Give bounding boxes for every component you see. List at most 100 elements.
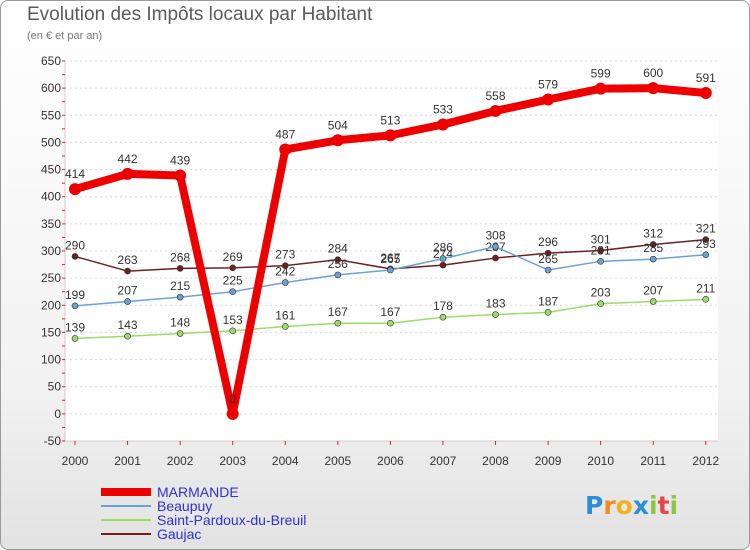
y-tick-label: 450 [41,163,61,177]
x-tick-label: 2010 [587,454,614,468]
logo-letter: i [669,491,679,520]
legend-label: MARMANDE [157,484,239,500]
data-point [124,332,131,340]
data-point [489,104,502,117]
data-label: 207 [118,283,138,297]
logo-letter: i [649,491,658,520]
data-label: 215 [170,279,190,293]
chart-subtitle: (en € et par an) [27,30,103,42]
data-label: 139 [65,320,85,334]
data-label: 579 [538,78,558,92]
data-label: 211 [696,281,715,295]
data-label: 153 [223,313,243,327]
data-label: 442 [118,152,138,166]
data-point [226,407,239,420]
data-label: 308 [486,229,506,243]
y-tick-label: 100 [41,353,61,367]
data-label: 273 [275,248,295,262]
data-point [176,293,184,301]
data-label: 591 [696,71,716,85]
legend-swatch [101,519,151,521]
data-point [439,313,447,321]
data-point [279,143,292,156]
data-point [124,298,131,305]
data-label: 558 [486,89,506,103]
data-point [647,82,660,95]
y-tick-label: 0 [54,407,61,421]
y-tick-label: 400 [41,190,61,204]
y-tick-label: -50 [44,434,62,448]
data-label: 265 [380,252,400,266]
data-point [281,279,289,286]
logo-letter: x [632,491,649,520]
data-point [597,300,604,307]
data-point [334,271,342,279]
x-tick-label: 2012 [692,454,719,468]
y-tick-label: 300 [41,244,61,258]
data-point [71,302,79,310]
data-point [702,296,710,303]
data-point [69,183,81,196]
y-tick-label: 550 [41,108,61,122]
legend-swatch [101,533,151,535]
data-point [649,298,657,305]
data-label: 513 [380,113,400,127]
data-label: 148 [170,316,190,330]
data-point [597,247,604,254]
data-label: 0 [229,392,236,406]
x-tick-label: 2002 [167,454,194,468]
x-tick-label: 2004 [272,454,299,468]
data-label: 284 [328,242,348,256]
x-tick-label: 2005 [324,454,351,468]
logo-letter: r [603,491,616,520]
y-tick-label: 350 [41,217,61,231]
data-label: 414 [65,167,85,181]
legend-label: Gaujac [157,526,202,542]
data-point [597,258,604,265]
data-label: 286 [433,241,453,255]
x-tick-label: 2008 [482,454,509,468]
data-label: 167 [328,305,348,319]
data-point [124,267,131,275]
data-label: 161 [275,308,295,322]
data-label: 487 [275,127,295,141]
x-tick-label: 2000 [62,454,89,468]
data-point [176,265,184,272]
y-tick-label: 50 [48,380,62,394]
data-point [229,327,236,335]
data-point [384,129,397,142]
data-point [387,266,394,274]
y-tick-label: 200 [41,298,61,312]
x-tick-label: 2011 [640,454,666,468]
data-label: 296 [538,235,558,249]
data-point [334,256,342,263]
data-point [594,82,607,95]
data-label: 290 [65,238,85,252]
data-point [702,251,710,259]
data-label: 256 [328,257,348,271]
legend-swatch [101,488,151,496]
data-point [229,288,236,296]
data-label: 504 [328,118,348,132]
data-label: 269 [223,250,243,264]
data-point [544,249,552,257]
data-point [281,323,289,330]
data-label: 293 [696,237,716,251]
legend-label: Saint-Pardoux-du-Breuil [157,512,307,528]
data-label: 187 [538,294,558,308]
data-point [649,241,657,248]
data-label: 281 [591,243,611,257]
data-label: 199 [65,288,85,302]
data-label: 143 [118,318,138,332]
data-point [71,335,79,342]
logo-letter: P [585,491,604,520]
data-point [699,87,712,100]
x-tick-label: 2007 [430,454,457,468]
x-tick-label: 2003 [219,454,246,468]
data-label: 178 [433,299,453,313]
proxiti-logo: Proxiti [585,491,678,520]
legend-swatch [101,505,151,507]
legend-label: Beaupuy [157,498,213,514]
line-chart: -50 0 50 100 150 200 250 300 350 400 450 500 550 600 6… [41,54,719,468]
data-point [544,309,552,316]
